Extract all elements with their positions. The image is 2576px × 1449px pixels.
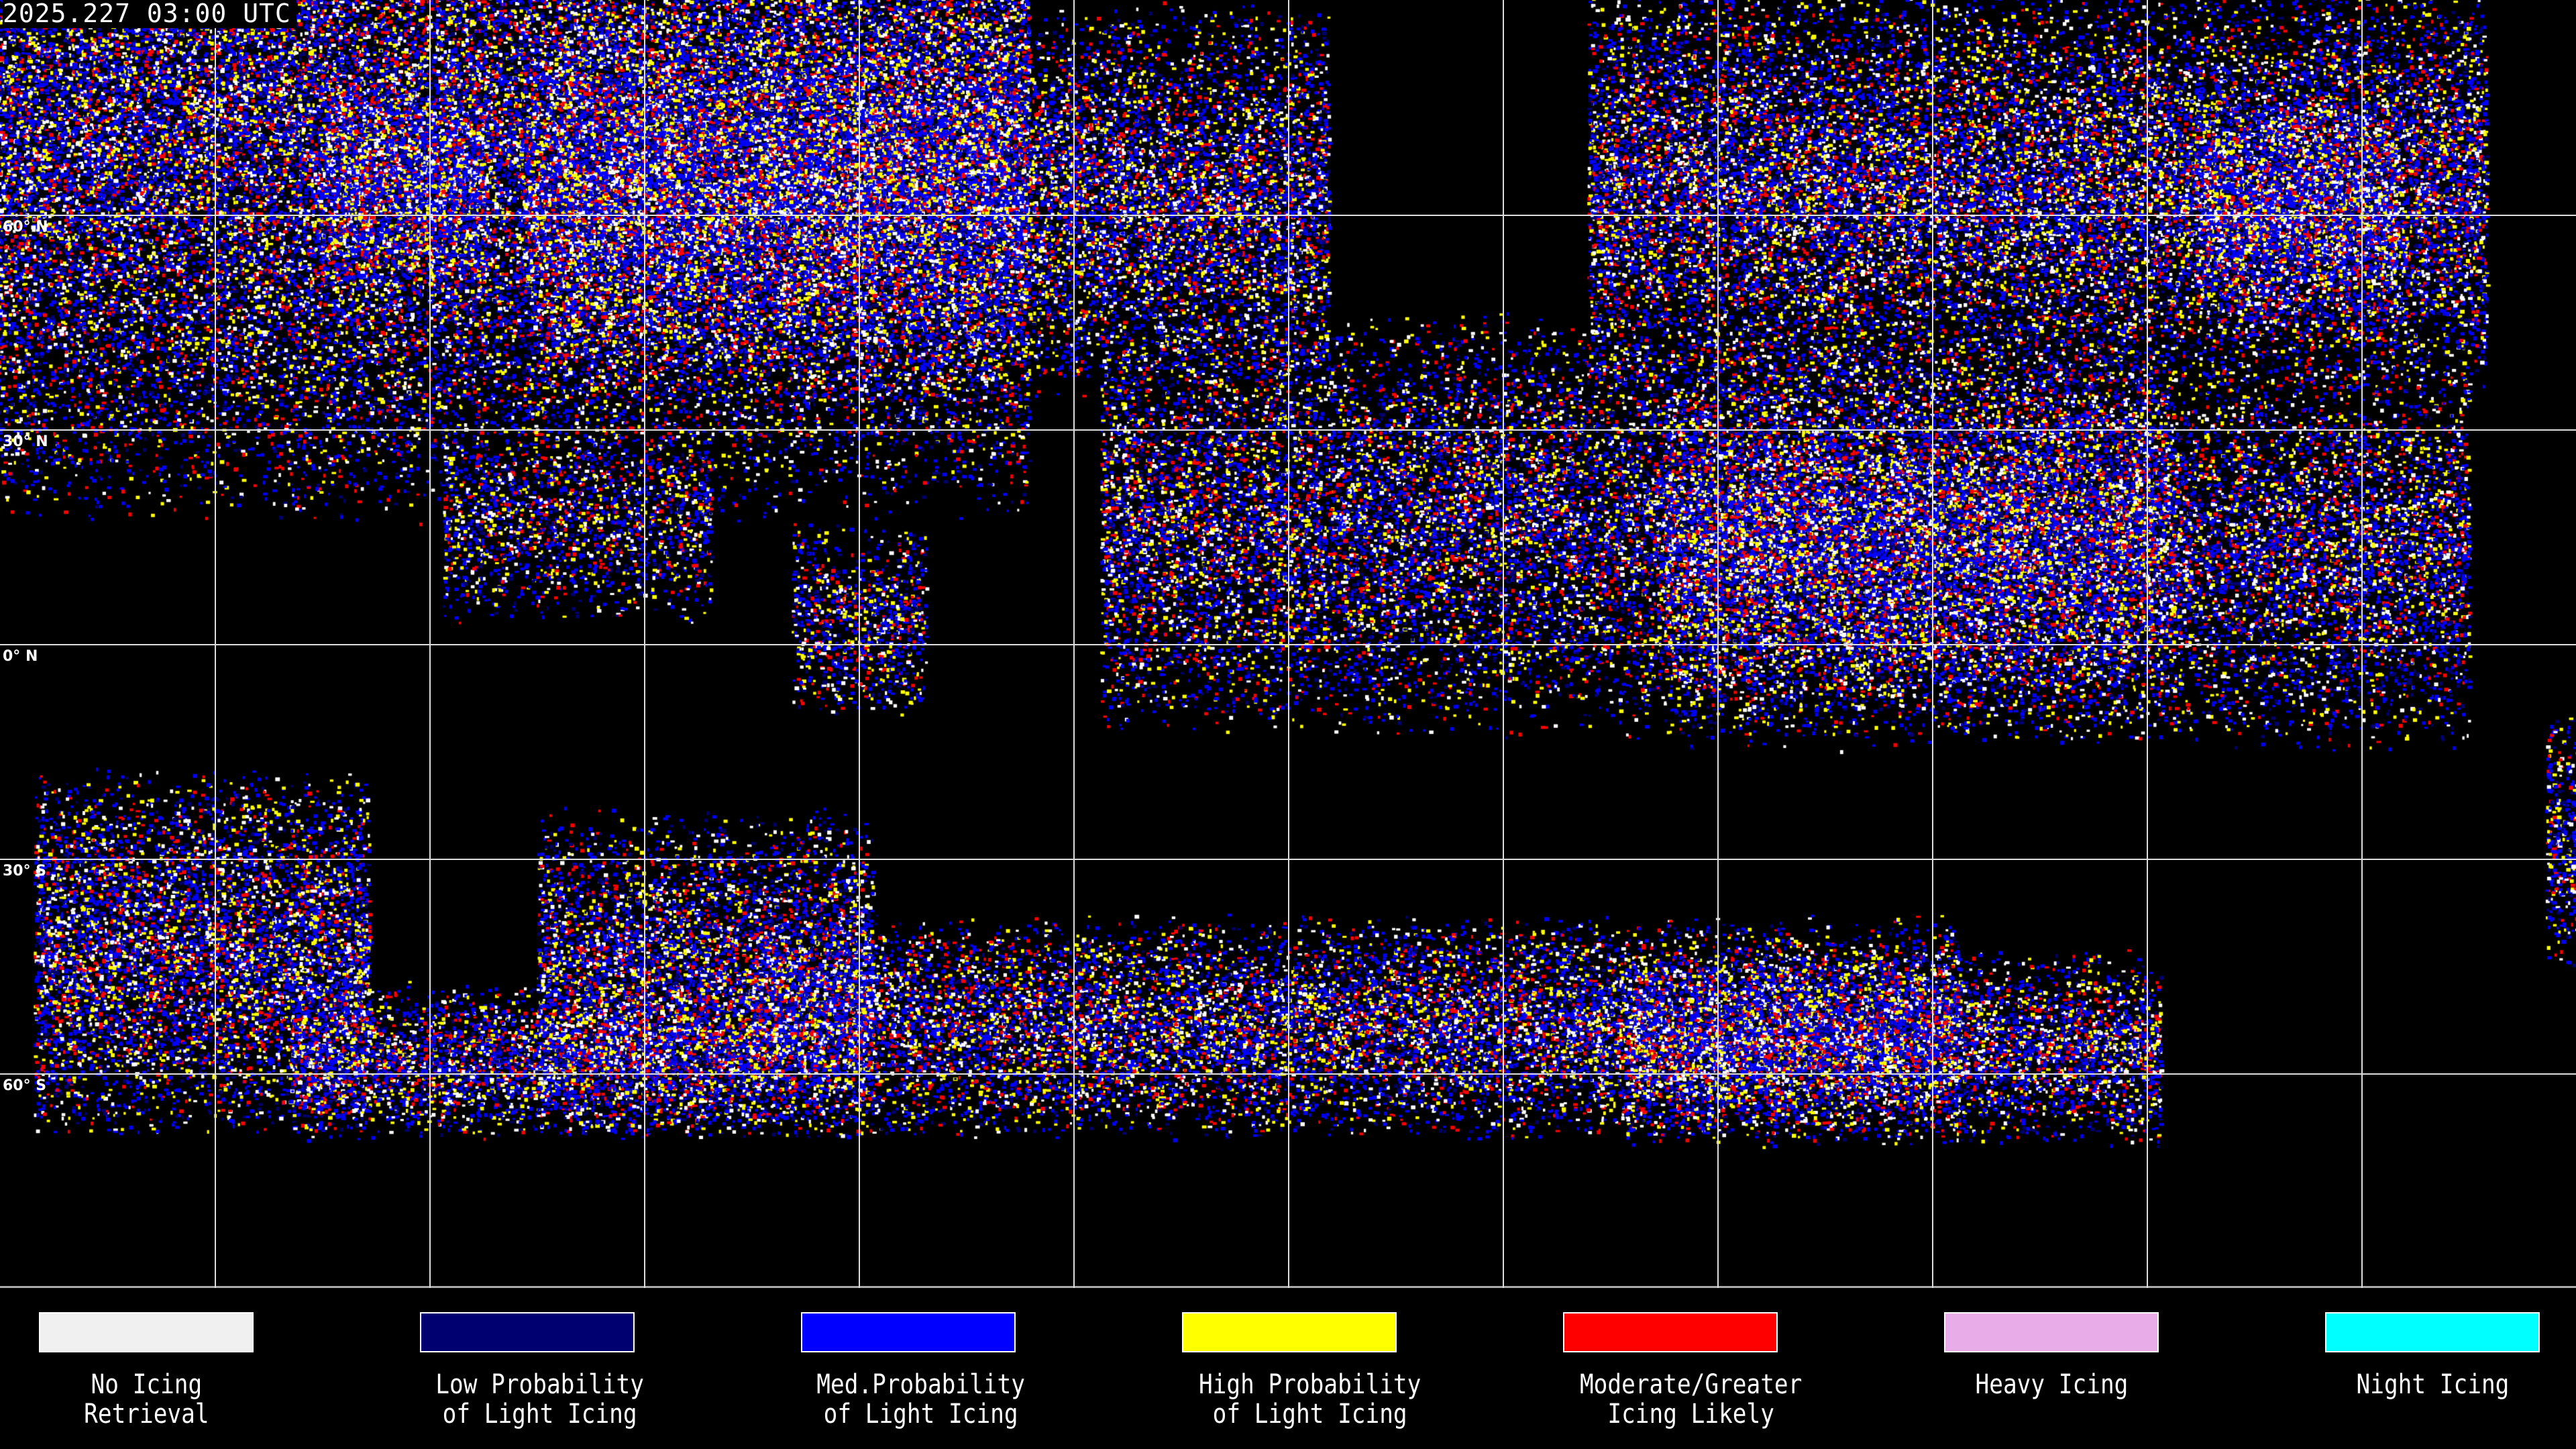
icing-map: 60° N 30° N 0° N 30° S 60° S 2025.227 03… <box>0 0 2576 1288</box>
legend-label: Moderate/Greater Icing Likely <box>1579 1369 1803 1430</box>
legend-item-moderate-greater: Moderate/Greater Icing Likely <box>1562 1312 1802 1429</box>
legend-swatch <box>1563 1312 1778 1352</box>
legend-label: Med.Probability of Light Icing <box>816 1369 1025 1430</box>
lat-label-60s: 60° S <box>3 1077 47 1094</box>
legend-swatch <box>2325 1312 2540 1352</box>
legend-swatch <box>420 1312 635 1352</box>
legend-label: Night Icing <box>2356 1369 2509 1400</box>
lat-label-30n: 30° N <box>3 433 48 450</box>
legend-item-night-icing: Night Icing <box>2324 1312 2541 1399</box>
parallel-line <box>0 644 2576 645</box>
legend-label: No Icing Retrieval <box>83 1369 209 1430</box>
legend-label: High Probability of Light Icing <box>1198 1369 1421 1430</box>
legend-swatch <box>1182 1312 1397 1352</box>
legend-label: Low Probability of Light Icing <box>435 1369 644 1430</box>
legend-item-no-icing: No Icing Retrieval <box>38 1312 255 1429</box>
legend-swatch <box>39 1312 254 1352</box>
lat-label-0: 0° N <box>3 648 38 665</box>
lat-label-30s: 30° S <box>3 863 47 879</box>
timestamp-title: 2025.227 03:00 UTC <box>3 0 297 28</box>
parallel-line <box>0 429 2576 431</box>
legend-swatch <box>801 1312 1016 1352</box>
parallel-line <box>0 1073 2576 1075</box>
legend-item-high-probability: High Probability of Light Icing <box>1181 1312 1421 1429</box>
parallel-line <box>0 215 2576 216</box>
legend-item-heavy-icing: Heavy Icing <box>1943 1312 2160 1399</box>
parallel-line <box>0 859 2576 860</box>
lat-label-60n: 60° N <box>3 219 48 235</box>
legend-item-med-probability: Med.Probability of Light Icing <box>800 1312 1025 1429</box>
legend-swatch <box>1944 1312 2159 1352</box>
legend-label: Heavy Icing <box>1975 1369 2128 1400</box>
legend-item-low-probability: Low Probability of Light Icing <box>419 1312 644 1429</box>
